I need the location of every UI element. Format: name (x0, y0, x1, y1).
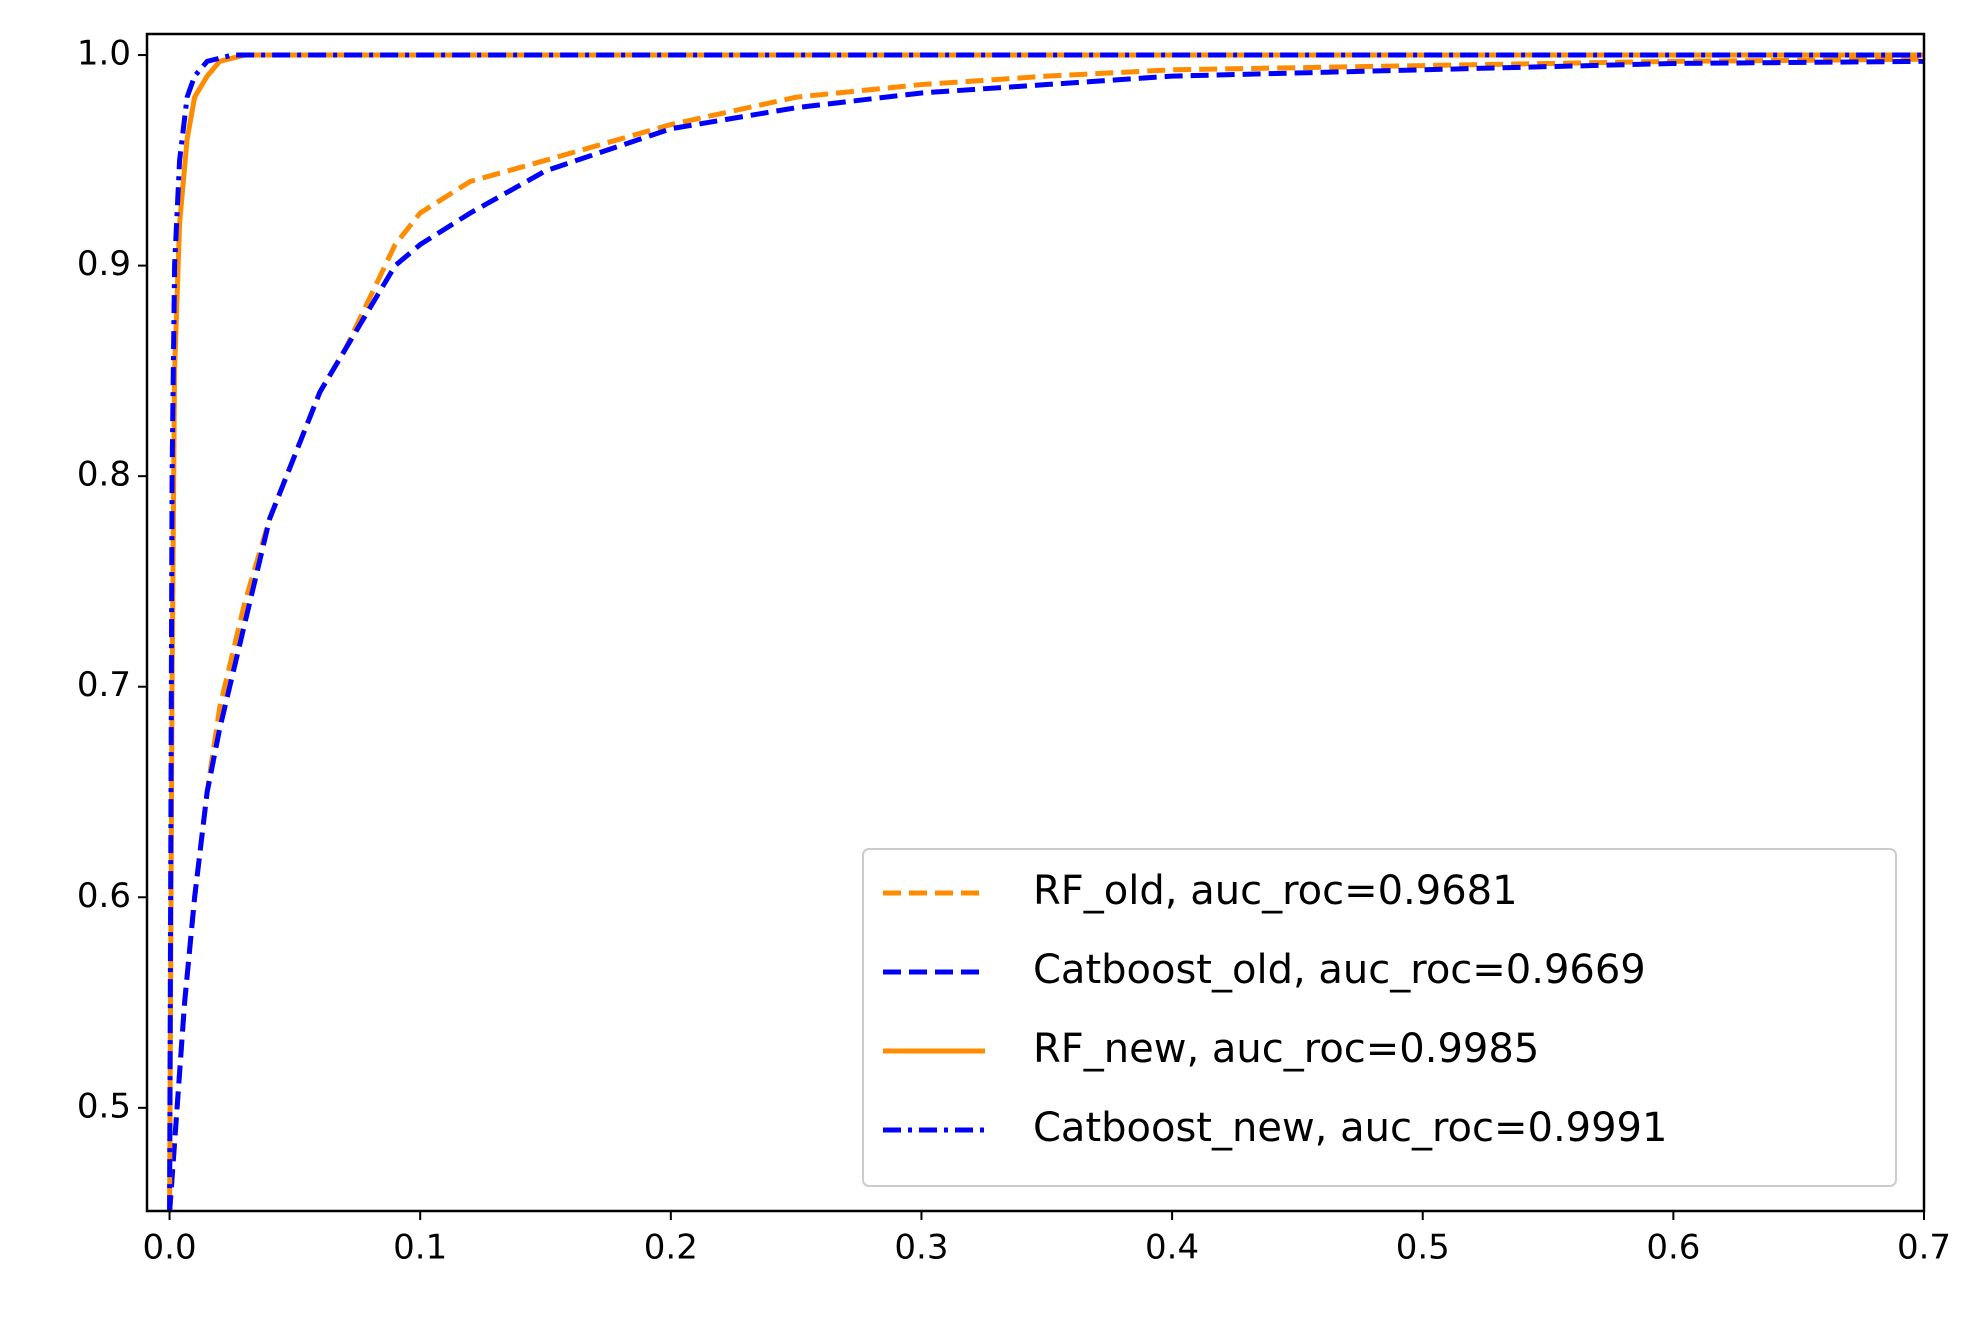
legend-box (862, 848, 1897, 1187)
legend-label: Catboost_old, auc_roc=0.9669 (1033, 947, 1646, 993)
x-tick-label: 0.1 (393, 1228, 447, 1268)
roc-line (167, 58, 1924, 1211)
x-tick-label: 0.7 (1897, 1228, 1951, 1268)
legend: RF_old, auc_roc=0.9681 Catboost_old, auc_… (862, 848, 1897, 1187)
x-tick-label: 0.4 (1145, 1228, 1199, 1268)
x-tick-label: 0.6 (1646, 1228, 1700, 1268)
x-tick-label: 0.5 (1396, 1228, 1450, 1268)
x-tick-label: 0.2 (644, 1228, 698, 1268)
x-tick-label: 0.0 (143, 1228, 197, 1268)
legend-label: RF_new, auc_roc=0.9985 (1033, 1026, 1539, 1072)
y-tick-label: 0.7 (77, 665, 131, 705)
roc-line (167, 52, 1924, 1211)
axes-frame (145, 32, 1926, 1213)
legend-label: RF_old, auc_roc=0.9681 (1033, 868, 1518, 914)
legend-label: Catboost_new, auc_roc=0.9991 (1033, 1105, 1667, 1151)
y-tick-label: 0.6 (77, 876, 131, 916)
y-tick-label: 0.9 (77, 244, 131, 284)
x-tick-label: 0.3 (894, 1228, 948, 1268)
plot-area (167, 52, 1924, 1211)
y-tick-label: 0.8 (77, 455, 131, 495)
y-tick-label: 1.0 (77, 34, 131, 74)
y-tick-label: 0.5 (77, 1086, 131, 1126)
